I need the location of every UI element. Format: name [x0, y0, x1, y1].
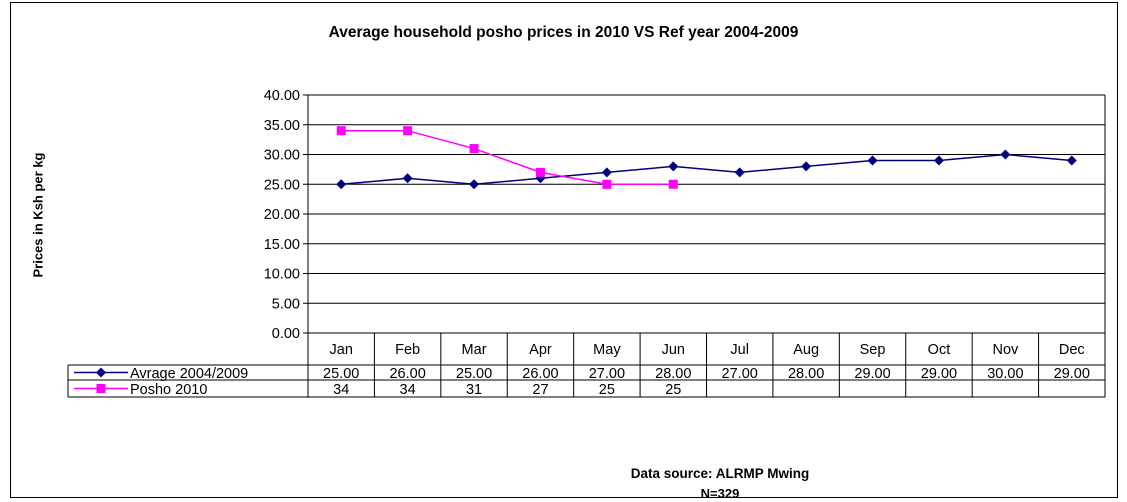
- y-tick-label: 15.00: [264, 237, 300, 253]
- data-point: [602, 179, 612, 189]
- table-value: 25: [665, 382, 681, 398]
- data-point: [403, 126, 413, 136]
- table-value: 28.00: [655, 366, 691, 382]
- table-value: 25.00: [323, 366, 359, 382]
- data-point: [469, 144, 479, 154]
- table-value: 29.00: [1054, 366, 1090, 382]
- chart-title: Average household posho prices in 2010 V…: [328, 24, 799, 41]
- data-point: [1066, 155, 1077, 166]
- sample-size-note: N=329: [700, 486, 740, 501]
- x-tick-label: Nov: [992, 342, 1019, 358]
- x-tick-label: Oct: [928, 342, 951, 358]
- x-tick-label: Jun: [662, 342, 685, 358]
- data-point: [601, 167, 612, 178]
- table-value: 29.00: [921, 366, 957, 382]
- data-point: [336, 126, 346, 136]
- table-value: 26.00: [522, 366, 558, 382]
- table-value: 30.00: [987, 366, 1023, 382]
- series-line: [341, 153, 1072, 186]
- y-tick-label: 30.00: [264, 148, 300, 164]
- data-point: [734, 167, 745, 178]
- data-source-note: Data source: ALRMP Mwing: [630, 466, 810, 481]
- table-value: 27.00: [722, 366, 758, 382]
- data-point: [668, 179, 678, 189]
- y-tick-label: 25.00: [264, 177, 300, 193]
- x-tick-label: Feb: [395, 342, 420, 358]
- x-tick-label: May: [593, 342, 621, 358]
- y-tick-label: 35.00: [264, 118, 300, 134]
- y-tick-label: 5.00: [272, 296, 300, 312]
- x-tick-label: Mar: [462, 342, 487, 358]
- data-point: [668, 161, 679, 172]
- table-value: 31: [466, 382, 482, 398]
- table-value: 34: [400, 382, 416, 398]
- data-point: [402, 173, 413, 184]
- legend-label: Avrage 2004/2009: [130, 366, 248, 382]
- series-line: [341, 129, 674, 185]
- x-tick-label: Sep: [860, 342, 886, 358]
- y-tick-label: 40.00: [264, 88, 300, 104]
- x-tick-label: Aug: [793, 342, 819, 358]
- data-point: [1000, 149, 1011, 160]
- table-value: 25.00: [456, 366, 492, 382]
- data-point: [469, 179, 480, 190]
- legend-key-marker: [96, 384, 106, 393]
- data-point: [336, 179, 347, 190]
- table-value: 29.00: [854, 366, 890, 382]
- data-point: [933, 155, 944, 166]
- chart-frame: [10, 2, 1118, 498]
- table-value: 26.00: [389, 366, 425, 382]
- y-tick-label: 20.00: [264, 207, 300, 223]
- table-value: 28.00: [788, 366, 824, 382]
- table-value: 27: [532, 382, 548, 398]
- data-point: [867, 155, 878, 166]
- legend-label: Posho 2010: [130, 382, 207, 398]
- table-value: 25: [599, 382, 615, 398]
- data-point: [535, 167, 545, 177]
- x-tick-label: Jan: [330, 342, 353, 358]
- table-value: 27.00: [589, 366, 625, 382]
- legend-key-marker: [96, 367, 106, 378]
- y-tick-label: 10.00: [264, 267, 300, 283]
- data-point: [801, 161, 812, 172]
- table-value: 34: [333, 382, 349, 398]
- x-tick-label: Jul: [730, 342, 749, 358]
- y-tick-label: 0.00: [272, 326, 300, 342]
- x-tick-label: Apr: [529, 342, 552, 358]
- x-tick-label: Dec: [1059, 342, 1085, 358]
